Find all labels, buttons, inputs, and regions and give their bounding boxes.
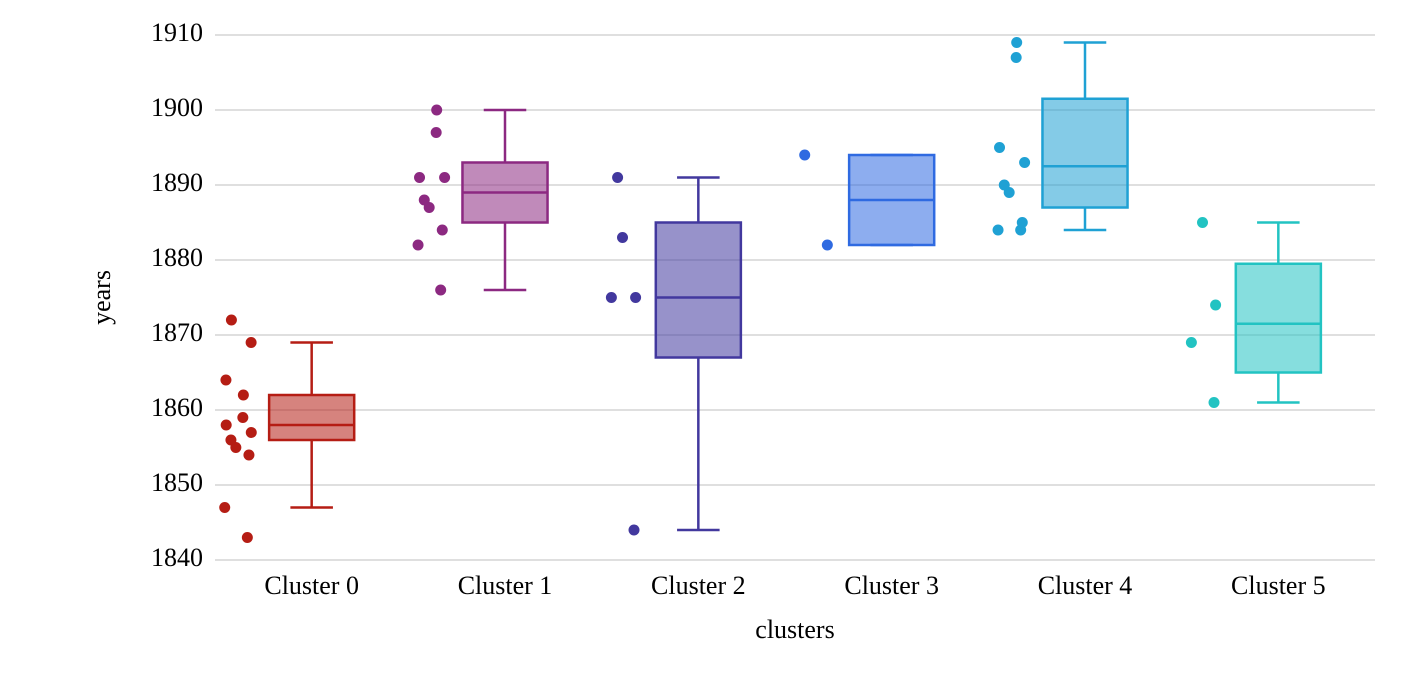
data-point <box>1011 52 1022 63</box>
y-axis-label: years <box>87 270 116 325</box>
data-point <box>617 232 628 243</box>
data-point <box>431 105 442 116</box>
data-point <box>1017 217 1028 228</box>
y-tick-label: 1890 <box>151 168 203 197</box>
data-point <box>237 412 248 423</box>
data-point <box>246 427 257 438</box>
boxplot-chart: 1840 1850 1860 1870 1880 1890 1900 1910 years Clu… <box>0 0 1413 680</box>
data-point <box>413 240 424 251</box>
data-point <box>437 225 448 236</box>
data-point <box>993 225 1004 236</box>
y-gridlines: 1840 1850 1860 1870 1880 1890 1900 1910 <box>151 18 1375 572</box>
data-point <box>243 450 254 461</box>
box-4 <box>993 37 1128 236</box>
data-point <box>612 172 623 183</box>
box-rect <box>1042 99 1127 208</box>
box-rect <box>656 223 741 358</box>
data-point <box>431 127 442 138</box>
data-point <box>246 337 257 348</box>
data-point <box>221 420 232 431</box>
x-tick-label: Cluster 3 <box>844 571 939 600</box>
data-point <box>435 285 446 296</box>
box-rect <box>1236 264 1321 373</box>
data-point <box>630 292 641 303</box>
data-point <box>242 532 253 543</box>
data-point <box>439 172 450 183</box>
y-tick-label: 1840 <box>151 543 203 572</box>
data-point <box>419 195 430 206</box>
x-tick-label: Cluster 1 <box>458 571 553 600</box>
data-point <box>238 390 249 401</box>
y-tick-label: 1910 <box>151 18 203 47</box>
data-point <box>629 525 640 536</box>
x-tick-label: Cluster 0 <box>264 571 359 600</box>
box-5 <box>1186 217 1321 408</box>
data-point <box>1186 337 1197 348</box>
x-tick-label: Cluster 2 <box>651 571 746 600</box>
y-tick-label: 1870 <box>151 318 203 347</box>
y-tick-label: 1880 <box>151 243 203 272</box>
data-point <box>994 142 1005 153</box>
data-point <box>999 180 1010 191</box>
y-tick-label: 1900 <box>151 93 203 122</box>
data-point <box>1019 157 1030 168</box>
x-tick-label: Cluster 5 <box>1231 571 1326 600</box>
data-point <box>226 315 237 326</box>
data-point <box>1011 37 1022 48</box>
x-axis-label: clusters <box>755 615 834 644</box>
x-tick-label: Cluster 4 <box>1038 571 1133 600</box>
box-rect <box>269 395 354 440</box>
box-3 <box>799 150 934 251</box>
data-point <box>1209 397 1220 408</box>
data-point <box>1210 300 1221 311</box>
data-point <box>799 150 810 161</box>
data-point <box>1197 217 1208 228</box>
y-tick-label: 1860 <box>151 393 203 422</box>
data-point <box>822 240 833 251</box>
data-point <box>606 292 617 303</box>
y-tick-label: 1850 <box>151 468 203 497</box>
data-point <box>220 375 231 386</box>
data-point <box>219 502 230 513</box>
box-1 <box>413 105 548 296</box>
data-point <box>225 435 236 446</box>
data-point <box>414 172 425 183</box>
chart-svg: 1840 1850 1860 1870 1880 1890 1900 1910 years Clu… <box>0 0 1413 675</box>
box-2 <box>606 172 741 536</box>
box-0 <box>219 315 354 544</box>
